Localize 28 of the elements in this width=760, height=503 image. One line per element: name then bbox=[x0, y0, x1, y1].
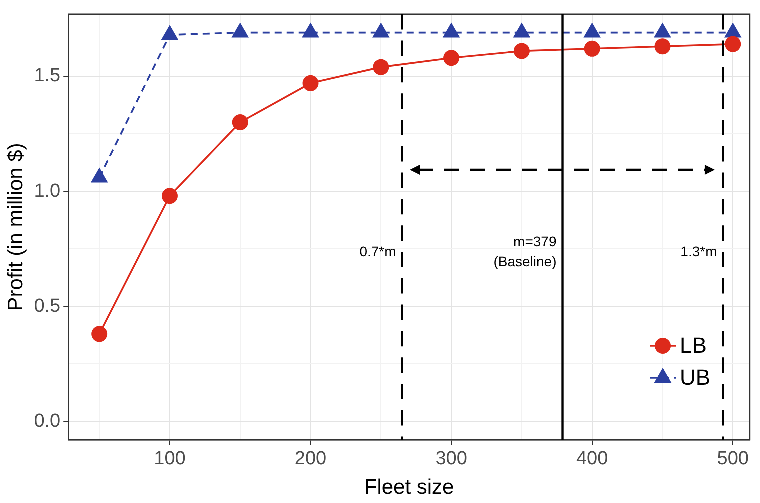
legend-label: LB bbox=[680, 333, 707, 358]
x-axis-title: Fleet size bbox=[364, 476, 454, 500]
x-tick-label: 300 bbox=[436, 448, 468, 470]
point bbox=[372, 22, 390, 38]
x-tick-label: 100 bbox=[154, 448, 186, 470]
point bbox=[513, 22, 531, 38]
point bbox=[654, 22, 672, 38]
legend-label: UB bbox=[680, 365, 711, 390]
y-tick-label: 0.5 bbox=[34, 296, 61, 317]
point bbox=[90, 168, 108, 183]
y-axis-title: Profit (in million $) bbox=[4, 143, 28, 312]
point bbox=[442, 22, 460, 38]
point bbox=[232, 22, 250, 38]
x-tick-label: 500 bbox=[717, 448, 749, 470]
y-tick-label: 0.0 bbox=[34, 410, 61, 432]
ref-line-label: m=379 (Baseline) bbox=[494, 234, 557, 270]
x-tick-label: 200 bbox=[294, 448, 327, 470]
point bbox=[162, 188, 178, 204]
point bbox=[724, 22, 742, 38]
point bbox=[302, 22, 320, 38]
ref-line-label: 1.3*m bbox=[680, 244, 718, 260]
y-tick-label: 1.5 bbox=[34, 66, 61, 87]
point bbox=[584, 22, 601, 38]
ref-line-label: 0.7*m bbox=[360, 244, 396, 260]
point bbox=[92, 326, 108, 342]
point bbox=[161, 25, 179, 40]
y-tick-label: 1.0 bbox=[34, 180, 61, 202]
x-tick-label: 400 bbox=[576, 448, 608, 470]
